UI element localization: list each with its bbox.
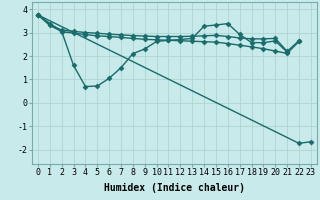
- X-axis label: Humidex (Indice chaleur): Humidex (Indice chaleur): [104, 183, 245, 193]
